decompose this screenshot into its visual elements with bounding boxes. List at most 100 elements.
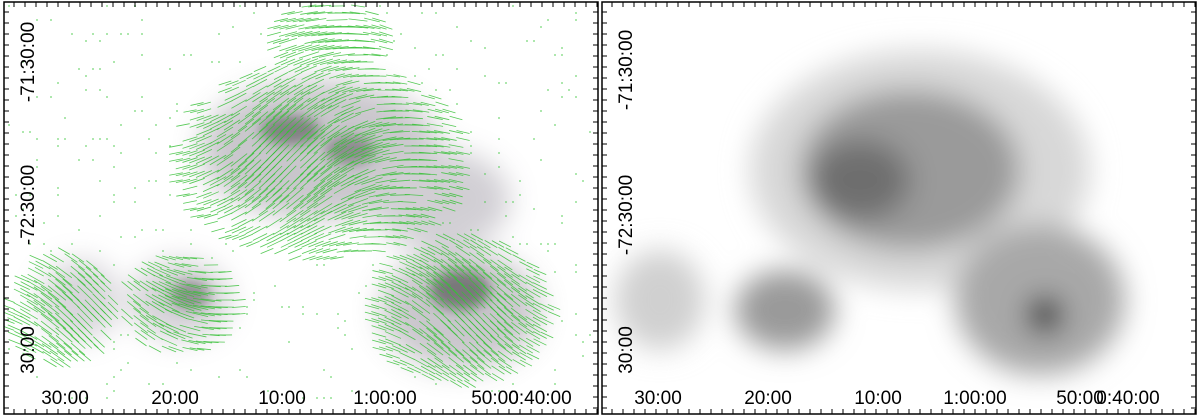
vector: [372, 339, 386, 345]
vector: [194, 326, 214, 330]
vector: [377, 289, 395, 297]
vector: [518, 274, 534, 284]
vector: [315, 248, 331, 254]
vector: [47, 278, 67, 294]
vector: [265, 110, 283, 126]
vector: [448, 179, 464, 183]
vector: [265, 104, 283, 118]
vector: [185, 311, 209, 317]
vector: [260, 248, 274, 254]
vector: [347, 32, 369, 36]
vector: [334, 204, 354, 214]
vector: [300, 124, 318, 140]
vector: [258, 98, 276, 110]
vector: [175, 157, 191, 163]
vector: [496, 306, 514, 322]
vector: [413, 220, 429, 226]
vector: [372, 270, 386, 274]
vector: [272, 180, 290, 196]
vector: [475, 334, 493, 350]
vector: [55, 278, 73, 294]
vector: [448, 165, 464, 169]
vector: [195, 142, 213, 150]
vector: [426, 265, 444, 279]
vector: [42, 350, 58, 362]
vector: [13, 309, 31, 319]
vector: [413, 253, 429, 263]
vector: [190, 108, 204, 114]
vector: [393, 360, 407, 366]
vector: [361, 148, 383, 158]
vector: [399, 352, 415, 360]
vector: [533, 275, 547, 283]
vector: [347, 168, 369, 180]
vector: [333, 53, 355, 57]
vector: [322, 241, 338, 247]
vector: [298, 44, 320, 52]
vector: [186, 283, 208, 289]
vector: [510, 314, 528, 328]
vector: [496, 272, 514, 286]
vector: [314, 65, 332, 73]
vector: [391, 323, 409, 333]
vector: [391, 302, 409, 312]
vector: [20, 294, 38, 306]
vector: [455, 364, 471, 376]
vector: [462, 364, 478, 376]
vector: [286, 97, 304, 111]
vector: [308, 248, 324, 254]
vector: [223, 175, 241, 187]
vector: [20, 330, 38, 340]
vector: [216, 126, 234, 138]
vector: [399, 359, 415, 367]
vector: [286, 209, 304, 223]
vector: [258, 187, 276, 203]
vector: [216, 154, 234, 166]
vector: [166, 268, 186, 276]
vector: [490, 259, 506, 271]
vector: [175, 179, 191, 183]
vector: [426, 130, 444, 134]
vector: [318, 52, 342, 58]
vector: [382, 164, 404, 170]
vector: [164, 308, 188, 320]
vector: [260, 240, 274, 248]
vector: [232, 234, 246, 240]
vector: [141, 261, 155, 269]
vector: [28, 267, 44, 277]
vector: [77, 320, 93, 336]
vector: [327, 99, 347, 109]
vector: [454, 264, 472, 280]
vector: [379, 24, 393, 30]
x-tick-label: 1:00:00: [943, 388, 1006, 409]
vector: [483, 259, 499, 271]
vector: [525, 337, 541, 347]
vector: [482, 320, 500, 336]
vector: [498, 365, 512, 375]
vector: [369, 207, 389, 211]
vector: [210, 198, 226, 206]
vector: [468, 305, 486, 323]
vector: [413, 358, 429, 368]
vector: [321, 65, 339, 73]
x-tick-label: 10:00: [258, 388, 306, 409]
vector: [279, 187, 297, 203]
vector: [190, 257, 204, 259]
vector: [285, 31, 305, 37]
vector: [361, 184, 383, 192]
vector: [340, 175, 362, 187]
vector: [347, 147, 369, 159]
x-tick-label: 50:00: [471, 388, 519, 409]
vector: [246, 72, 260, 80]
vector: [244, 159, 262, 175]
vector: [188, 340, 206, 344]
vector: [152, 274, 172, 284]
vector: [41, 343, 59, 355]
vector: [13, 302, 31, 312]
vector: [287, 240, 303, 248]
vector: [404, 193, 424, 197]
vector: [378, 269, 394, 275]
vector: [4, 298, 15, 303]
vector: [15, 345, 29, 353]
